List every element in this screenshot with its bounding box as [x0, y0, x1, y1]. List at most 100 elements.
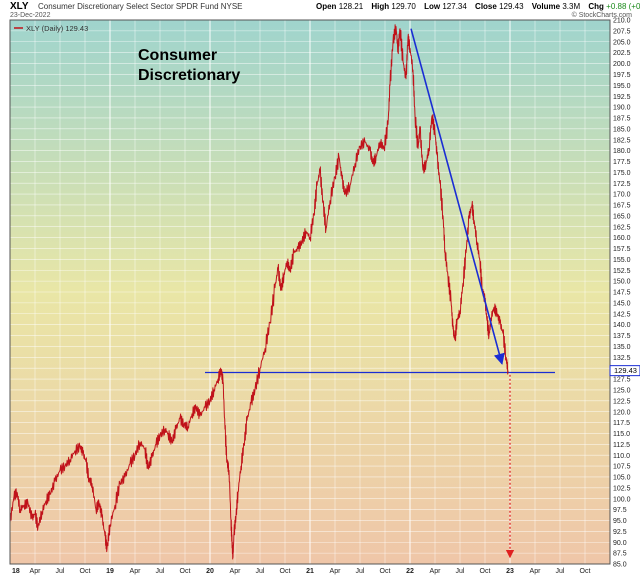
y-tick-label: 107.5: [613, 464, 631, 471]
y-tick-label: 187.5: [613, 116, 631, 123]
y-tick-label: 120.0: [613, 409, 631, 416]
y-tick-label: 175.0: [613, 170, 631, 177]
last-value-label: 129.43: [614, 366, 637, 375]
low-label: Low: [424, 2, 441, 11]
x-tick-label: Apr: [530, 568, 542, 575]
chart-date: 23-Dec-2022: [10, 12, 51, 19]
y-tick-label: 132.5: [613, 355, 631, 362]
close-label: Close: [475, 2, 497, 11]
ticker-symbol: XLY: [10, 1, 29, 12]
x-tick-label: Jul: [256, 568, 265, 575]
chart-header: XLY Consumer Discretionary Select Sector…: [0, 0, 640, 20]
y-tick-label: 155.0: [613, 257, 631, 264]
y-tick-label: 135.0: [613, 344, 631, 351]
y-tick-label: 122.5: [613, 398, 631, 405]
y-tick-label: 127.5: [613, 377, 631, 384]
y-tick-label: 112.5: [613, 442, 630, 449]
y-tick-label: 177.5: [613, 159, 631, 166]
chart-annotation-line: Discretionary: [138, 67, 240, 84]
volume-value: 3.3M: [562, 2, 581, 11]
y-tick-label: 137.5: [613, 333, 631, 340]
y-tick-label: 90.0: [613, 540, 627, 547]
last-value-box: [609, 365, 640, 377]
y-tick-label: 205.0: [613, 39, 631, 46]
y-tick-label: 150.0: [613, 279, 631, 286]
x-tick-label: 23: [506, 568, 514, 575]
x-tick-label: Oct: [380, 568, 391, 575]
y-tick-label: 182.5: [613, 137, 631, 144]
ohlc-stats: Open 128.21 High 129.70 Low 127.34 Close…: [316, 2, 640, 11]
y-tick-label: 152.5: [613, 268, 631, 275]
x-tick-label: Apr: [430, 568, 442, 575]
y-tick-label: 165.0: [613, 213, 631, 220]
y-axis: 85.0 87.5 90.0 92.5 95.0 97.5 100.0 102.5 105.0 1…: [613, 18, 631, 569]
x-tick-label: Apr: [30, 568, 42, 575]
y-tick-label: 162.5: [613, 224, 631, 231]
y-tick-label: 200.0: [613, 61, 631, 68]
y-tick-label: 195.0: [613, 83, 631, 90]
plot-border: [9, 19, 611, 565]
y-tick-label: 97.5: [613, 507, 627, 514]
open-value: 128.21: [338, 2, 364, 11]
x-tick-label: Oct: [580, 568, 591, 575]
x-tick-label: Oct: [480, 568, 491, 575]
y-tick-label: 102.5: [613, 485, 631, 492]
x-tick-label: 20: [206, 568, 214, 575]
stockcharts-logo: © StockCharts.com: [571, 12, 632, 19]
fund-name: Consumer Discretionary Select Sector SPD…: [38, 2, 243, 11]
y-tick-label: 142.5: [613, 311, 631, 318]
y-tick-label: 145.0: [613, 300, 631, 307]
x-tick-label: Oct: [180, 568, 191, 575]
price-line: [9, 24, 509, 560]
y-tick-label: 115.0: [613, 431, 630, 438]
x-tick-label: Oct: [80, 568, 91, 575]
volume-label: Volume: [531, 2, 561, 11]
y-tick-label: 110.0: [613, 453, 630, 460]
y-tick-label: 147.5: [613, 290, 631, 297]
downtrend-arrow: [410, 28, 505, 365]
x-tick-label: Jul: [156, 568, 165, 575]
x-tick-label: Jul: [456, 568, 465, 575]
y-tick-label: 202.5: [613, 50, 631, 57]
y-tick-label: 207.5: [613, 28, 631, 35]
x-tick-label: Jul: [56, 568, 65, 575]
y-tick-label: 210.0: [613, 18, 631, 25]
legend: XLY (Daily) 129.43: [14, 24, 88, 33]
y-tick-label: 105.0: [613, 475, 631, 482]
y-tick-label: 167.5: [613, 203, 631, 210]
y-tick-label: 170.0: [613, 192, 631, 199]
y-tick-label: 197.5: [613, 72, 631, 79]
x-tick-label: Oct: [280, 568, 291, 575]
low-value: 127.34: [442, 2, 467, 11]
legend-label: XLY (Daily) 129.43: [26, 24, 88, 33]
y-tick-label: 85.0: [613, 562, 627, 569]
y-tick-label: 100.0: [613, 496, 631, 503]
x-tick-label: 19: [106, 568, 114, 575]
y-tick-label: 125.0: [613, 388, 631, 395]
y-tick-label: 180.0: [613, 148, 631, 155]
x-axis: 18 Apr Jul Oct 19 Apr Jul Oct 20 Apr Jul Oct 21 Apr Ju…: [12, 568, 590, 575]
y-tick-label: 140.0: [613, 322, 631, 329]
x-tick-label: Jul: [356, 568, 365, 575]
y-tick-label: 92.5: [613, 529, 627, 536]
y-tick-label: 157.5: [613, 246, 631, 253]
x-tick-label: 22: [406, 568, 414, 575]
open-label: Open: [316, 2, 337, 11]
x-tick-label: 21: [306, 568, 314, 575]
chart-annotation: Consumer Discretionary: [138, 47, 240, 84]
chart-annotation-line: Consumer: [138, 47, 217, 64]
x-tick-label: Apr: [130, 568, 142, 575]
y-tick-label: 190.0: [613, 105, 631, 112]
high-label: High: [371, 2, 390, 11]
y-tick-label: 172.5: [613, 181, 631, 188]
chg-label: Chg: [588, 2, 604, 11]
y-tick-label: 160.0: [613, 235, 631, 242]
high-value: 129.70: [391, 2, 416, 11]
y-tick-label: 185.0: [613, 126, 631, 133]
close-value: 129.43: [499, 2, 524, 11]
chg-value: +0.88 (+0.68%): [606, 2, 640, 11]
x-tick-label: Jul: [556, 568, 565, 575]
x-tick-label: Apr: [330, 568, 342, 575]
y-tick-label: 87.5: [613, 551, 627, 558]
